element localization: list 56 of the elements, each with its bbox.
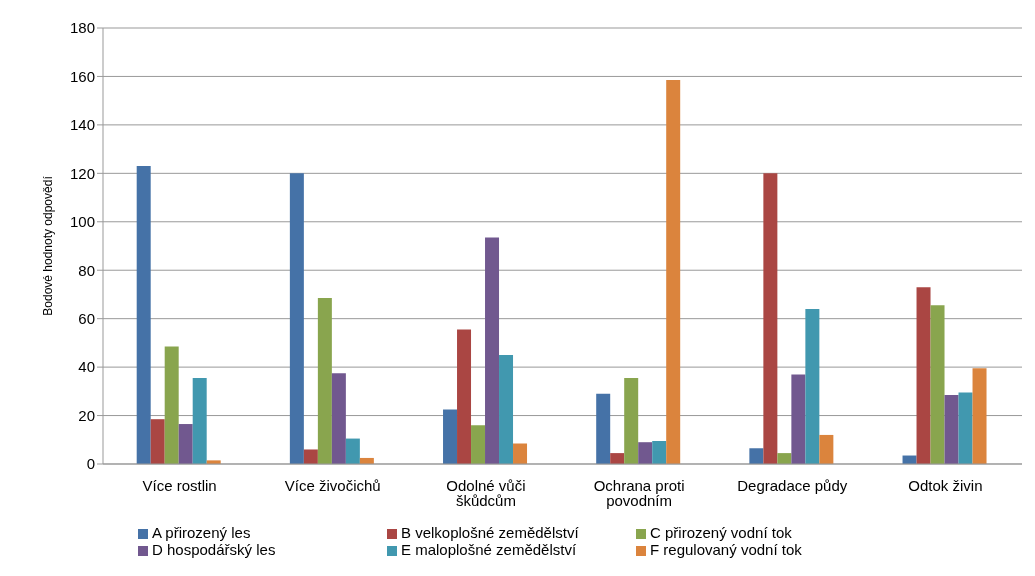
y-tick-label: 60 [78,309,95,327]
bar [443,409,458,464]
y-tick-label: 180 [69,19,95,37]
bar [192,378,207,464]
x-tick-label: Více živočichů [284,476,381,494]
bar [972,368,987,464]
bar [805,308,820,464]
bar [777,453,792,464]
x-tick-label: Degradace půdy [737,476,848,494]
x-tick-label: Odtok živin [908,476,983,494]
legend-label: A přirozený les [152,524,252,541]
x-tick-label: Více rostlin [142,476,217,494]
bar [164,346,179,464]
y-tick-label: 80 [78,261,95,279]
bar [763,173,778,464]
bar [457,329,472,464]
y-tick-label: 140 [69,116,95,134]
legend-label: B velkoplošné zemědělství [401,524,580,541]
bar [666,80,681,464]
bar [624,378,639,464]
bar [331,373,346,464]
bar [289,173,304,464]
bar [485,237,500,464]
bar [178,424,193,464]
bar [345,438,360,464]
y-tick-label: 100 [69,213,95,231]
legend-label: C přirozený vodní tok [650,524,793,541]
bar [499,355,514,464]
bar [303,449,318,464]
legend-label: D hospodářský les [152,541,277,558]
bar [958,392,973,464]
bar [944,394,959,464]
bar [317,298,332,464]
x-tick-label: Ochrana proti povodním [593,476,685,509]
bar [930,305,945,464]
bar [791,374,806,464]
y-tick-label: 20 [78,406,95,424]
legend-label: E maloplošné zemědělství [401,541,578,558]
bar [638,442,653,464]
y-tick-label: 0 [86,455,95,473]
bar [916,287,931,464]
y-axis-title: Bodové hodnoty odpovědí [41,175,56,316]
bar [136,166,151,464]
y-tick-label: 160 [69,67,95,85]
bar [596,393,611,464]
bar [513,443,528,464]
bar [819,434,834,464]
legend-label: F regulovaný vodní tok [650,541,803,558]
x-tick-label: Odolné vůči škůdcům [446,476,526,509]
bar [652,440,667,464]
bar [150,419,165,464]
y-tick-label: 120 [69,164,95,182]
y-tick-label: 40 [78,358,95,376]
bar [749,448,764,464]
bar [471,425,486,464]
bar [610,453,625,464]
